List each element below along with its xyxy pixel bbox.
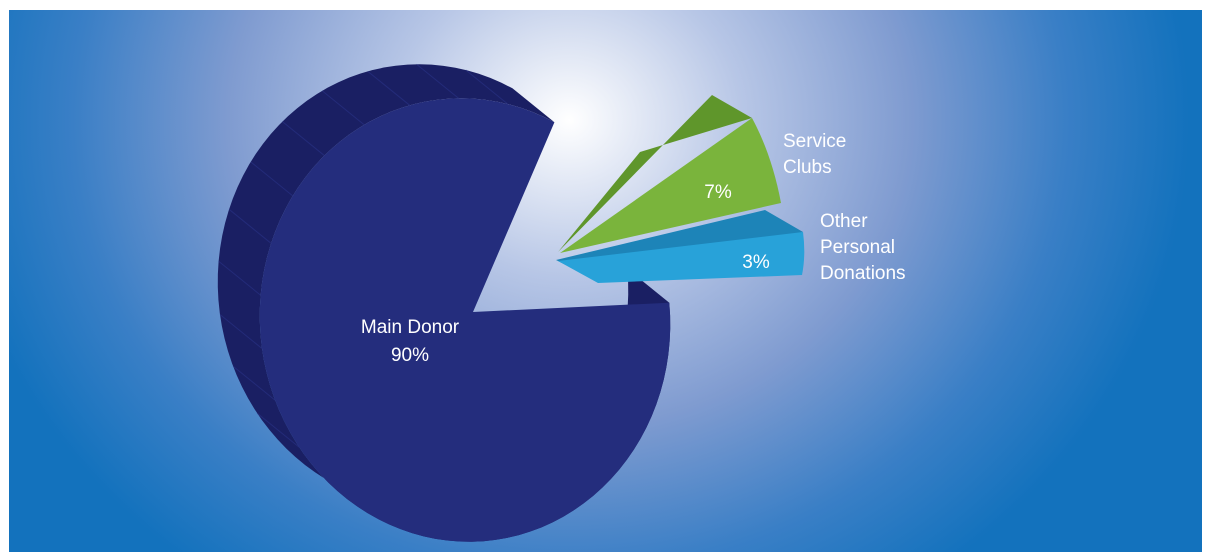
slice-side-ridge bbox=[416, 63, 459, 99]
label-other-donations: Other Personal Donations bbox=[820, 211, 906, 284]
slice-side-ridge bbox=[465, 69, 509, 105]
slice-side-ridge bbox=[321, 90, 365, 126]
slice-side-ridge bbox=[256, 412, 300, 448]
label-main-donor: Main Donor 90% bbox=[361, 317, 460, 366]
chart-area: Main Donor 90% 7% Service Clubs 3% Other Person… bbox=[9, 10, 1202, 552]
label-value-service-clubs: 7% bbox=[704, 182, 732, 203]
slice-side-ridge bbox=[219, 314, 263, 349]
slice-side-ridge bbox=[218, 260, 261, 296]
slice-main-donor bbox=[259, 98, 671, 542]
label-service-clubs: Service Clubs bbox=[783, 131, 846, 178]
slice-service-clubs bbox=[560, 118, 781, 253]
slice-side-ridge bbox=[367, 70, 411, 106]
slice-side-service-clubs bbox=[558, 95, 752, 252]
slice-other-donations bbox=[558, 232, 805, 283]
slice-side-ridge bbox=[232, 365, 276, 401]
slice-side-ridge bbox=[282, 121, 325, 156]
slice-side-ridge bbox=[250, 161, 294, 197]
label-value-other-donations: 3% bbox=[742, 252, 770, 273]
slice-side-ridge bbox=[228, 208, 272, 244]
pie-chart: Main Donor 90% 7% Service Clubs 3% Other Person… bbox=[217, 63, 906, 542]
